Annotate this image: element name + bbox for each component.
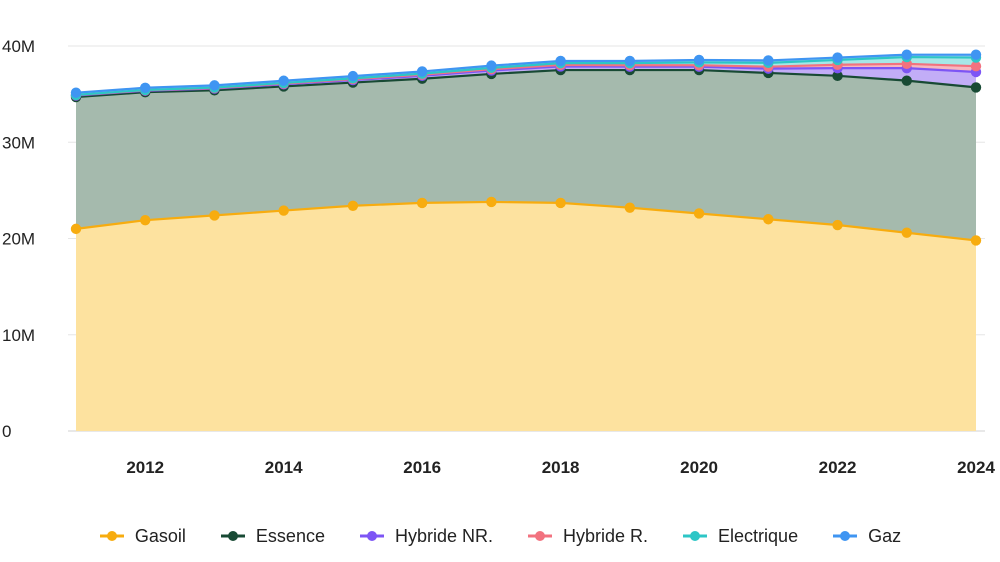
legend-item[interactable]: Gaz: [832, 526, 901, 547]
area-hybride-r-: [76, 63, 976, 96]
legend: Gasoil Essence Hybride NR. Hybride R. Electr…: [0, 522, 1000, 550]
legend-marker-icon: [220, 531, 245, 541]
area-electrique: [76, 57, 976, 96]
legend-item[interactable]: Hybride NR.: [359, 526, 493, 547]
legend-marker-icon: [833, 531, 858, 541]
point-gaz: [693, 54, 705, 66]
point-gasoil: [278, 205, 289, 216]
x-tick-label: 2022: [819, 458, 857, 477]
x-tick-label: 2016: [403, 458, 441, 477]
line-gaz: [75, 53, 976, 94]
x-tick-label: 2024: [957, 458, 995, 477]
legend-label: Essence: [255, 525, 325, 546]
x-tick-label: 2020: [680, 458, 718, 477]
point-gasoil: [140, 215, 151, 226]
x-axis-ticks: 2012 2014 2016 2018 2020 2022 2024: [126, 458, 995, 477]
legend-item[interactable]: Electrique: [682, 526, 798, 547]
point-gaz: [763, 55, 774, 66]
area-essence: [76, 70, 976, 241]
point-gasoil: [763, 214, 774, 225]
legend-marker-icon: [359, 531, 384, 541]
legend-item[interactable]: Gasoil: [99, 526, 186, 547]
legend-marker-icon: [99, 531, 124, 541]
point-gaz: [555, 55, 566, 67]
point-essence: [970, 82, 982, 93]
legend-label: Gaz: [868, 525, 902, 546]
point-gasoil: [555, 197, 566, 209]
point-gaz: [416, 66, 428, 77]
x-tick-label: 2018: [542, 458, 580, 477]
point-gasoil: [624, 202, 636, 213]
line-gasoil: [75, 200, 977, 242]
line-essence: [75, 68, 977, 99]
area-gasoil: [76, 201, 976, 431]
series-areas: [76, 54, 976, 431]
point-essence: [901, 75, 912, 86]
point-gasoil: [416, 197, 428, 209]
point-gasoil: [209, 210, 220, 221]
x-tick-label: 2014: [265, 458, 303, 477]
point-gaz: [832, 52, 843, 63]
point-hybride-r-: [970, 61, 982, 72]
point-gasoil: [693, 208, 705, 219]
point-gasoil: [970, 235, 982, 246]
y-tick-label: 40M: [2, 37, 35, 56]
point-gasoil: [70, 223, 82, 235]
legend-item[interactable]: Essence: [220, 526, 325, 547]
point-gaz: [140, 82, 151, 93]
legend-item[interactable]: Hybride R.: [527, 526, 648, 547]
point-gaz: [278, 75, 289, 86]
line-electrique: [75, 55, 977, 96]
point-essence: [832, 70, 843, 82]
legend-label: Gasoil: [134, 525, 186, 546]
y-tick-label: 0: [2, 422, 11, 441]
legend-label: Hybride NR.: [394, 525, 493, 546]
point-gaz: [70, 87, 82, 98]
legend-label: Hybride R.: [563, 525, 649, 546]
y-tick-label: 20M: [2, 230, 35, 249]
point-gaz: [970, 49, 982, 60]
series-points: [70, 49, 982, 246]
point-gaz: [347, 70, 359, 82]
legend-marker-icon: [528, 531, 552, 541]
point-gasoil: [901, 227, 912, 238]
legend-label: Electrique: [718, 525, 799, 546]
point-gasoil: [832, 219, 843, 231]
point-gaz: [624, 55, 636, 67]
y-axis-ticks: 0 10M 20M 30M 40M: [2, 37, 35, 441]
point-gasoil: [347, 200, 359, 211]
point-gaz: [209, 80, 220, 91]
legend-marker-icon: [683, 531, 708, 541]
area-hybride-nr-: [76, 66, 976, 98]
point-gaz: [486, 60, 497, 71]
y-tick-label: 30M: [2, 133, 35, 152]
series-lines: [75, 53, 977, 242]
point-gasoil: [486, 196, 497, 208]
y-tick-label: 10M: [2, 326, 35, 345]
x-tick-label: 2012: [126, 458, 164, 477]
point-gaz: [901, 49, 912, 60]
